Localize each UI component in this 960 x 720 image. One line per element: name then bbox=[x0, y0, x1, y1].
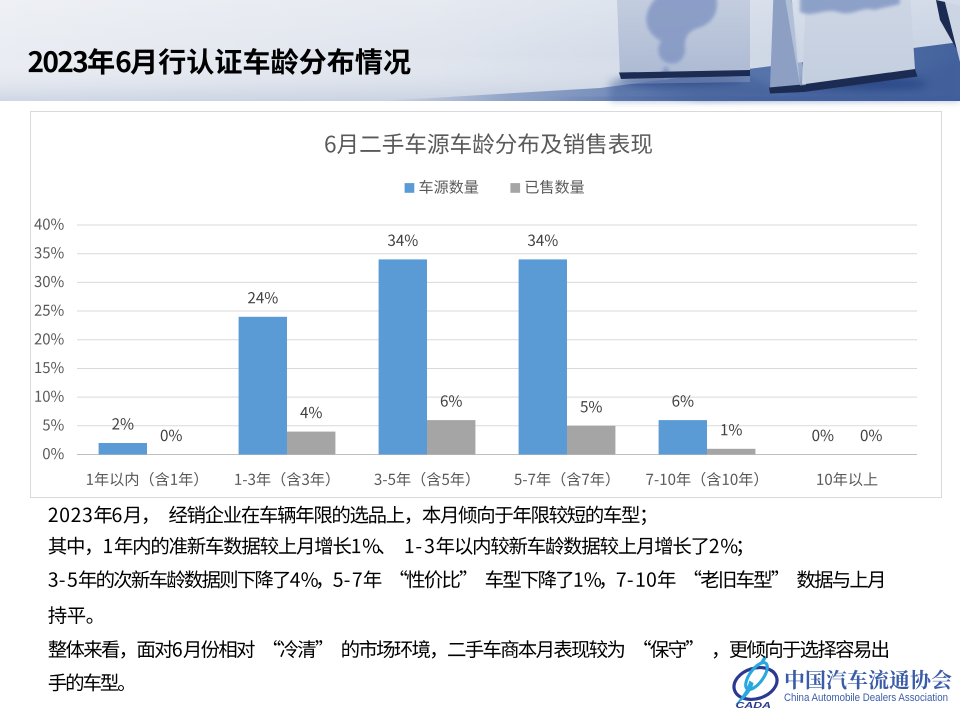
svg-text:CADA: CADA bbox=[736, 700, 772, 710]
svg-text:China Automobile Dealers Assoc: China Automobile Dealers Association bbox=[784, 692, 948, 704]
